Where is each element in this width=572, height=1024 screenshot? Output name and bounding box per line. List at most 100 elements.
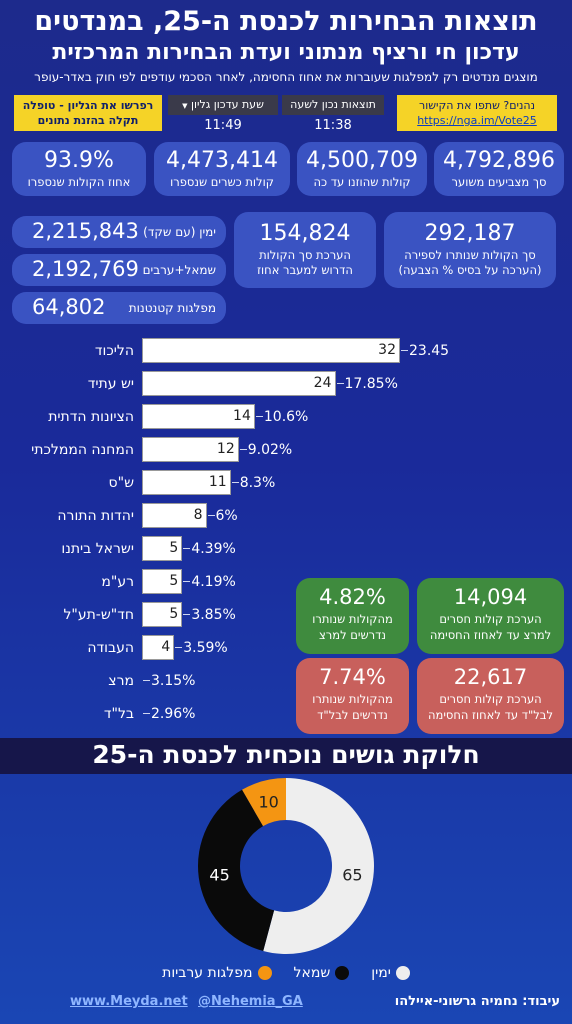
party-bar xyxy=(142,437,239,462)
party-bar xyxy=(142,371,336,396)
bar-percent-label: 4.19% xyxy=(191,574,236,590)
bar-category-label: רע"מ xyxy=(101,574,134,590)
bar-category-label: בל"ד xyxy=(103,706,134,722)
bar-category-label: ש"ס xyxy=(108,475,134,491)
card-value: 4.82% xyxy=(319,585,386,609)
dropdown-icon: ▼ xyxy=(182,102,188,110)
party-bar xyxy=(142,404,255,429)
legend-label: מפלגות ערביות xyxy=(162,965,253,981)
bar-percent-label: 8.3% xyxy=(239,475,276,491)
legend-swatch xyxy=(257,966,272,980)
share-link[interactable]: https://nga.im/Vote25 xyxy=(417,114,537,127)
donut-slice-label: 45 xyxy=(209,866,229,885)
card-label: מהקולות שנותרו xyxy=(312,612,393,626)
bar-connector xyxy=(255,416,263,417)
bar-percent-label: 6% xyxy=(215,508,238,524)
meretz-percent-needed-card: 4.82% מהקולות שנותרו נדרשים למרצ xyxy=(296,578,409,654)
card-value: 22,617 xyxy=(453,665,528,689)
bar-seat-label: 5 xyxy=(169,573,179,589)
bar-category-label: מרצ xyxy=(108,673,134,689)
card-value: 7.74% xyxy=(319,665,386,689)
balad-percent-needed-card: 7.74% מהקולות שנותרו נדרשים לבל"ד xyxy=(296,658,409,734)
stat-label: סך מצביעים משוער xyxy=(451,175,547,189)
share-text: נהנים? שתפו את הקישור xyxy=(418,99,535,112)
bar-connector xyxy=(143,713,150,714)
bloc-label: שמאל+ערבים xyxy=(142,263,216,277)
bar-seat-label: 4 xyxy=(161,639,171,655)
donut-slice xyxy=(242,778,286,827)
stat-votes-entered: 4,500,709 קולות שהוזנו עד כה xyxy=(297,142,427,196)
stat-value: 4,500,709 xyxy=(306,148,418,173)
bar-category-label: הציונות הדתית xyxy=(48,409,134,425)
party-bar xyxy=(142,338,400,363)
bloc-value: 2,192,769 xyxy=(32,257,139,281)
stat-label-sub: (הערכה על בסיס % הצבעה) xyxy=(398,263,542,277)
donut-slice-label: 10 xyxy=(258,792,278,811)
bar-category-label: העבודה xyxy=(87,640,134,656)
bloc-label: מפלגות קטנטנות xyxy=(128,301,216,315)
page-title: תוצאות הבחירות לכנסת ה-25, במנדטים xyxy=(34,6,538,37)
bar-connector xyxy=(239,449,247,450)
bar-percent-label: 4.39% xyxy=(191,541,236,557)
legend-right: ימין xyxy=(371,965,410,981)
bar-connector xyxy=(183,581,191,582)
legend-label: שמאל xyxy=(293,965,331,981)
bar-connector xyxy=(183,548,191,549)
bar-seat-label: 12 xyxy=(216,441,235,457)
bar-connector xyxy=(175,647,183,648)
bloc-donut-chart: 10 65 45 xyxy=(198,778,374,954)
card-label-sub: נדרשים לבל"ד xyxy=(317,708,388,722)
bar-connector xyxy=(207,515,215,516)
party-bar xyxy=(142,569,183,594)
card-label-sub: נדרשים למרצ xyxy=(318,628,387,642)
page-subtitle: עדכון חי ורציף מנתוני ועדת הבחירות המרכז… xyxy=(52,40,520,65)
bloc-label: ימין (עם שקד) xyxy=(143,225,216,239)
card-label: מהקולות שנותרו xyxy=(312,692,393,706)
bar-seat-label: 5 xyxy=(169,606,179,622)
card-value: 14,094 xyxy=(453,585,528,609)
bar-percent-label: 3.15% xyxy=(151,673,196,689)
results-time-label: תוצאות נכון לשעה xyxy=(282,95,384,115)
sheet-time-label[interactable]: שעת עדכון גליון ▼ xyxy=(168,95,278,115)
stat-label-sub: הדרוש למעבר אחוז xyxy=(257,263,353,277)
party-bar xyxy=(142,470,231,495)
legend-arab: מפלגות ערביות xyxy=(162,965,272,981)
donut-legend: ימין שמאל מפלגות ערביות xyxy=(0,965,572,981)
page-note: מוצגים מנדטים רק למפלגות שעוברות את אחוז… xyxy=(34,70,538,84)
bloc-right-votes: 2,215,843 ימין (עם שקד) xyxy=(12,216,226,248)
meretz-missing-votes-card: 14,094 הערכת קולות חסרים למרצ עד לאחוז ה… xyxy=(417,578,564,654)
stat-label: אחוז הקולות שנספרו xyxy=(27,175,131,189)
bar-category-label: המחנה הממלכתי xyxy=(31,442,134,458)
bloc-left-votes: 2,192,769 שמאל+ערבים xyxy=(12,254,226,286)
stat-value: 93.9% xyxy=(44,148,114,173)
legend-left: שמאל xyxy=(294,965,350,981)
stat-label: סך הקולות שנותרו לספירה xyxy=(404,248,536,262)
website-link[interactable]: www.Meyda.net xyxy=(70,994,188,1009)
stat-value: 4,792,896 xyxy=(443,148,555,173)
legend-swatch xyxy=(395,966,410,980)
card-label-sub: למרצ עד לאחוז החסימה xyxy=(429,628,552,642)
stat-remaining-votes: 292,187 סך הקולות שנותרו לספירה (הערכה ע… xyxy=(384,212,556,288)
stat-value: 292,187 xyxy=(424,221,516,246)
results-time: 11:38 xyxy=(314,118,352,133)
bar-seat-label: 24 xyxy=(313,375,332,391)
refresh-notice: רפרשו את הגליון - טופלה תקלה בהזנת נתוני… xyxy=(14,95,162,131)
section-band xyxy=(0,738,572,774)
card-label-sub: לבל"ד עד לאחוז החסימה xyxy=(428,708,553,722)
twitter-handle-link[interactable]: @Nehemia_GA xyxy=(198,994,303,1009)
bar-connector xyxy=(183,614,191,615)
party-bar xyxy=(142,536,183,561)
party-bar xyxy=(142,602,183,627)
bar-seat-label: 14 xyxy=(233,408,251,424)
bar-percent-label: 3.85% xyxy=(191,607,236,623)
credit-text: עיבוד: נחמיה גרשוני-איילהו xyxy=(394,994,560,1009)
stat-total-voters: 4,792,896 סך מצביעים משוער xyxy=(434,142,564,196)
stat-value: 4,473,414 xyxy=(166,148,278,173)
party-bar xyxy=(142,635,175,660)
stat-value: 154,824 xyxy=(259,221,351,246)
stat-valid-votes: 4,473,414 קולות כשרים שנספרו xyxy=(154,142,290,196)
stat-label: הערכת סך הקולות xyxy=(259,248,351,262)
bar-connector xyxy=(143,680,150,681)
stat-percent-counted: 93.9% אחוז הקולות שנספרו xyxy=(12,142,146,196)
bar-seat-label: 8 xyxy=(193,507,203,523)
